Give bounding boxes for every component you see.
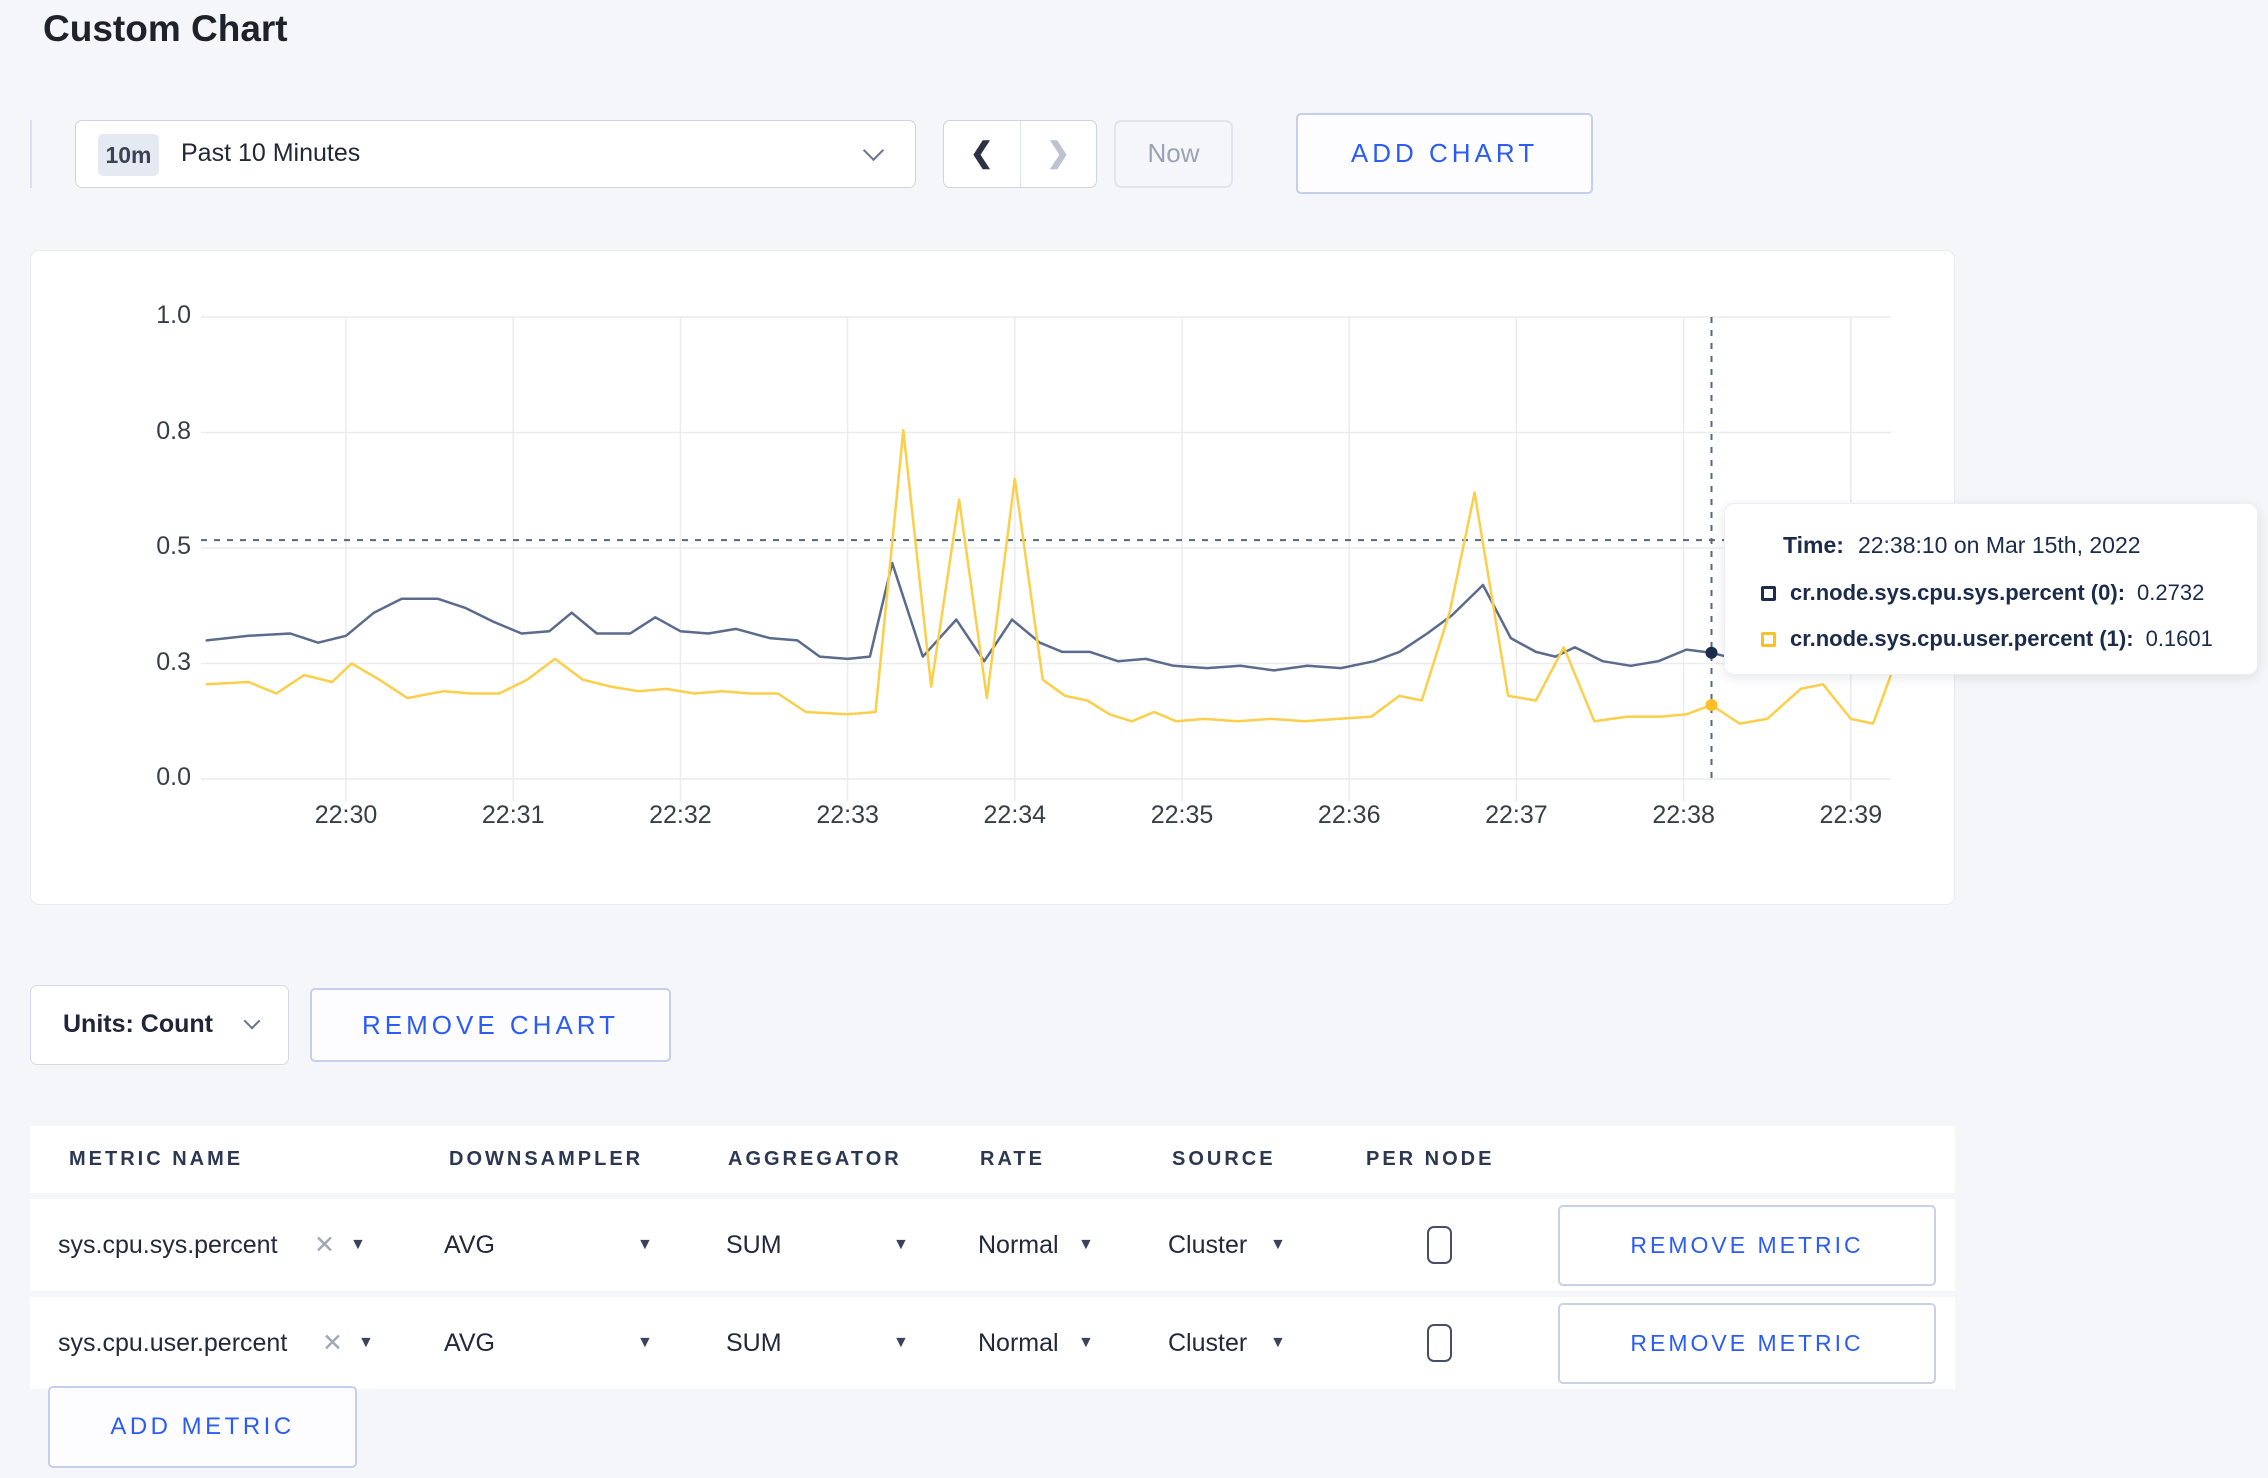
column-header-downsampler: DOWNSAMPLER xyxy=(449,1148,644,1170)
aggregator-caret-icon[interactable]: ▼ xyxy=(893,1236,909,1253)
column-header-rate: RATE xyxy=(980,1148,1045,1170)
tooltip-series-row: cr.node.sys.cpu.sys.percent (0): 0.2732 xyxy=(1761,580,2204,606)
y-tick-label: 1.0 xyxy=(156,301,191,329)
clear-metric-icon[interactable]: ✕ xyxy=(314,1231,335,1259)
downsampler-caret-icon[interactable]: ▼ xyxy=(637,1334,653,1351)
per-node-checkbox[interactable] xyxy=(1427,1324,1452,1362)
x-tick-label: 22:36 xyxy=(1317,801,1381,829)
source-caret-icon[interactable]: ▼ xyxy=(1270,1334,1286,1351)
units-dropdown[interactable]: Units: Count xyxy=(30,985,289,1065)
y-tick-label: 0.5 xyxy=(156,532,191,560)
chevron-down-icon xyxy=(862,139,885,162)
series-swatch-icon xyxy=(1761,585,1776,601)
time-range-label: Past 10 Minutes xyxy=(181,139,361,167)
hover-dot-0 xyxy=(1705,646,1718,659)
column-header-aggregator: AGGREGATOR xyxy=(728,1148,902,1170)
time-step-buttons: ❮ ❯ xyxy=(943,120,1097,188)
rate-caret-icon[interactable]: ▼ xyxy=(1078,1236,1094,1253)
aggregator-select[interactable]: SUM xyxy=(726,1231,782,1259)
x-tick-label: 22:33 xyxy=(816,801,879,829)
series-swatch-icon xyxy=(1761,631,1776,647)
remove-metric-button[interactable]: REMOVE METRIC xyxy=(1558,1303,1936,1384)
tooltip-series-value: 0.2732 xyxy=(2137,580,2205,605)
rate-select[interactable]: Normal xyxy=(978,1329,1059,1357)
units-label: Units: Count xyxy=(63,1010,213,1038)
time-range-dropdown[interactable]: 10m Past 10 Minutes xyxy=(75,120,916,188)
aggregator-select[interactable]: SUM xyxy=(726,1329,782,1357)
add-chart-button[interactable]: ADD CHART xyxy=(1296,113,1593,194)
tooltip-series-label: cr.node.sys.cpu.sys.percent (0): xyxy=(1790,580,2126,605)
tooltip-time-row: Time: 22:38:10 on Mar 15th, 2022 xyxy=(1783,532,2141,559)
now-button[interactable]: Now xyxy=(1114,120,1233,188)
x-tick-label: 22:34 xyxy=(983,801,1047,829)
downsampler-caret-icon[interactable]: ▼ xyxy=(637,1236,653,1253)
downsampler-select[interactable]: AVG xyxy=(444,1231,495,1259)
y-tick-label: 0.0 xyxy=(156,763,191,791)
source-caret-icon[interactable]: ▼ xyxy=(1270,1236,1286,1253)
metric-caret-icon[interactable]: ▼ xyxy=(358,1334,374,1351)
per-node-checkbox[interactable] xyxy=(1427,1226,1452,1264)
x-tick-label: 22:30 xyxy=(314,801,378,829)
remove-chart-button[interactable]: REMOVE CHART xyxy=(310,988,671,1062)
time-window-badge: 10m xyxy=(98,134,159,176)
table-row: sys.cpu.user.percent ✕ ▼ AVG ▼ SUM ▼ Nor… xyxy=(30,1297,1955,1389)
downsampler-select[interactable]: AVG xyxy=(444,1329,495,1357)
chevron-down-icon xyxy=(243,1012,261,1030)
metric-name-select[interactable]: sys.cpu.user.percent xyxy=(58,1329,288,1357)
column-header-metric-name: METRIC NAME xyxy=(69,1148,244,1170)
add-metric-button[interactable]: ADD METRIC xyxy=(48,1386,357,1468)
aggregator-caret-icon[interactable]: ▼ xyxy=(893,1334,909,1351)
source-select[interactable]: Cluster xyxy=(1168,1329,1248,1357)
rate-caret-icon[interactable]: ▼ xyxy=(1078,1334,1094,1351)
table-row: sys.cpu.sys.percent ✕ ▼ AVG ▼ SUM ▼ Norm… xyxy=(30,1199,1955,1291)
y-tick-label: 0.3 xyxy=(156,647,191,676)
x-tick-label: 22:39 xyxy=(1819,801,1883,829)
hover-dot-1 xyxy=(1705,699,1718,711)
tooltip-time-label: Time: xyxy=(1783,532,1844,558)
next-timeframe-button[interactable]: ❯ xyxy=(1046,137,1070,168)
tooltip-series-value: 0.1601 xyxy=(2145,626,2213,651)
tooltip-series-label: cr.node.sys.cpu.user.percent (1): xyxy=(1790,626,2134,651)
series-line-0 xyxy=(205,561,1894,672)
chart-canvas[interactable] xyxy=(31,251,1956,906)
column-header-source: SOURCE xyxy=(1172,1148,1276,1170)
metric-name-select[interactable]: sys.cpu.sys.percent xyxy=(58,1231,278,1259)
metric-caret-icon[interactable]: ▼ xyxy=(350,1236,366,1253)
x-tick-label: 22:37 xyxy=(1485,801,1548,829)
x-tick-label: 22:32 xyxy=(649,801,712,829)
page-title: Custom Chart xyxy=(43,8,288,49)
y-tick-label: 0.8 xyxy=(156,416,191,445)
chart-tooltip: Time: 22:38:10 on Mar 15th, 2022 cr.node.… xyxy=(1724,503,2258,675)
column-header-per-node: PER NODE xyxy=(1366,1148,1495,1170)
source-select[interactable]: Cluster xyxy=(1168,1231,1248,1259)
x-tick-label: 22:35 xyxy=(1150,801,1214,829)
metrics-table-header: METRIC NAME DOWNSAMPLER AGGREGATOR RATE … xyxy=(30,1126,1955,1193)
previous-timeframe-button[interactable]: ❮ xyxy=(944,121,1021,187)
tooltip-time-value: 22:38:10 on Mar 15th, 2022 xyxy=(1857,532,2141,558)
series-line-1 xyxy=(205,428,1894,725)
toolbar-divider xyxy=(30,120,32,188)
x-tick-label: 22:31 xyxy=(481,801,545,829)
tooltip-series-row: cr.node.sys.cpu.user.percent (1): 0.1601 xyxy=(1761,626,2213,652)
x-tick-label: 22:38 xyxy=(1652,801,1715,829)
rate-select[interactable]: Normal xyxy=(978,1231,1059,1259)
chart-card: 0.0 0.3 0.5 0.8 1.0 22:30 22:31 22:32 22:33 22:34… xyxy=(30,250,1955,905)
remove-metric-button[interactable]: REMOVE METRIC xyxy=(1558,1205,1936,1286)
clear-metric-icon[interactable]: ✕ xyxy=(322,1329,343,1357)
